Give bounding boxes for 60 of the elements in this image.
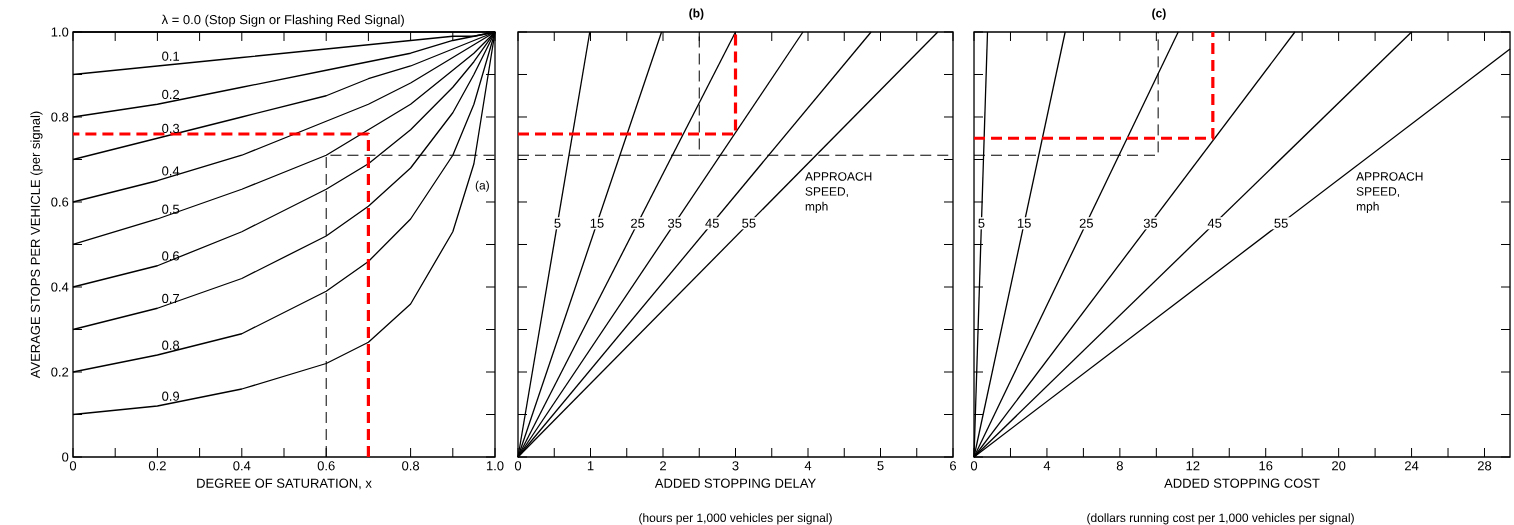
series-label: 45: [705, 218, 719, 228]
annotation: APPROACH SPEED, mph: [1356, 172, 1423, 214]
series-label: 55: [1274, 218, 1288, 228]
x-tick-label: 1: [587, 461, 594, 471]
x-tick-label: 0: [970, 461, 978, 471]
x-tick-label: 0: [69, 461, 77, 471]
x-tick-label: 24: [1404, 461, 1419, 471]
x-tick-label: 0.6: [317, 461, 335, 471]
series-label: λ = 0.0 (Stop Sign or Flashing Red Signal): [161, 14, 404, 27]
y-tick-label: 0: [62, 452, 69, 462]
series-label: 0.6: [162, 251, 180, 261]
series-label: 0.9: [162, 391, 180, 401]
y-axis-title: AVERAGE STOPS PER VEHICLE (per signal): [30, 111, 43, 379]
text: (dollars running cost per 1,000 vehicles per signal): [1087, 513, 1354, 525]
series-label: 5: [554, 218, 561, 228]
x-tick-label: 6: [950, 461, 957, 471]
x-tick-label: 8: [1116, 461, 1123, 471]
y-tick-label: 1.0: [51, 27, 69, 37]
series-label: 0.3: [162, 123, 180, 134]
y-tick-label: 0.2: [51, 367, 69, 377]
series-label: 15: [590, 218, 604, 228]
series-label: 25: [631, 218, 645, 228]
x-tick-label: 16: [1259, 461, 1273, 471]
legend-label: 0.1: [162, 51, 180, 61]
x-axis-title: ADDED STOPPING COST: [1164, 478, 1320, 488]
annotation: (a): [475, 180, 489, 192]
x-tick-label: 0: [514, 461, 522, 471]
chart-title: (b): [689, 8, 704, 20]
series-label: 45: [1207, 218, 1222, 228]
x-tick-label: 0.8: [402, 461, 420, 471]
series-label: 5: [978, 218, 985, 228]
x-tick-label: 4: [804, 461, 812, 471]
series-label: 0.2: [162, 89, 180, 100]
x-tick-label: 5: [877, 461, 884, 471]
series-label: 0.5: [162, 204, 180, 214]
y-tick-label: 0.6: [51, 197, 69, 207]
series-label: 35: [667, 218, 682, 228]
x-tick-label: 3: [732, 461, 739, 471]
y-tick-label: 0.4: [51, 282, 69, 292]
x-tick-label: 12: [1186, 461, 1200, 471]
x-tick-label: 28: [1477, 461, 1492, 471]
series-label: 25: [1079, 218, 1093, 228]
x-tick-label: 4: [1043, 461, 1051, 471]
x-tick-label: 2: [660, 461, 666, 471]
text: (hours per 1,000 vehicles per signal): [639, 513, 832, 525]
series-label: 55: [742, 218, 756, 228]
y-tick-label: 0.8: [51, 112, 69, 122]
annotation: APPROACH SPEED, mph: [804, 172, 872, 214]
x-tick-label: 0.4: [233, 461, 251, 471]
x-tick-label: 20: [1332, 461, 1346, 471]
series-label: 15: [1017, 218, 1031, 228]
series-label: 35: [1143, 218, 1158, 228]
x-axis-title: ADDED STOPPING DELAY: [654, 478, 816, 488]
series-label: 0.7: [162, 293, 180, 304]
x-tick-label: 0.2: [148, 461, 166, 471]
x-tick-label: 1.0: [486, 461, 504, 471]
x-axis-title: DEGREE OF SATURATION, x: [197, 478, 372, 490]
series-label: 0.8: [162, 340, 180, 350]
series-label: 0.4: [162, 166, 180, 176]
chart-title: (c): [1152, 8, 1166, 20]
